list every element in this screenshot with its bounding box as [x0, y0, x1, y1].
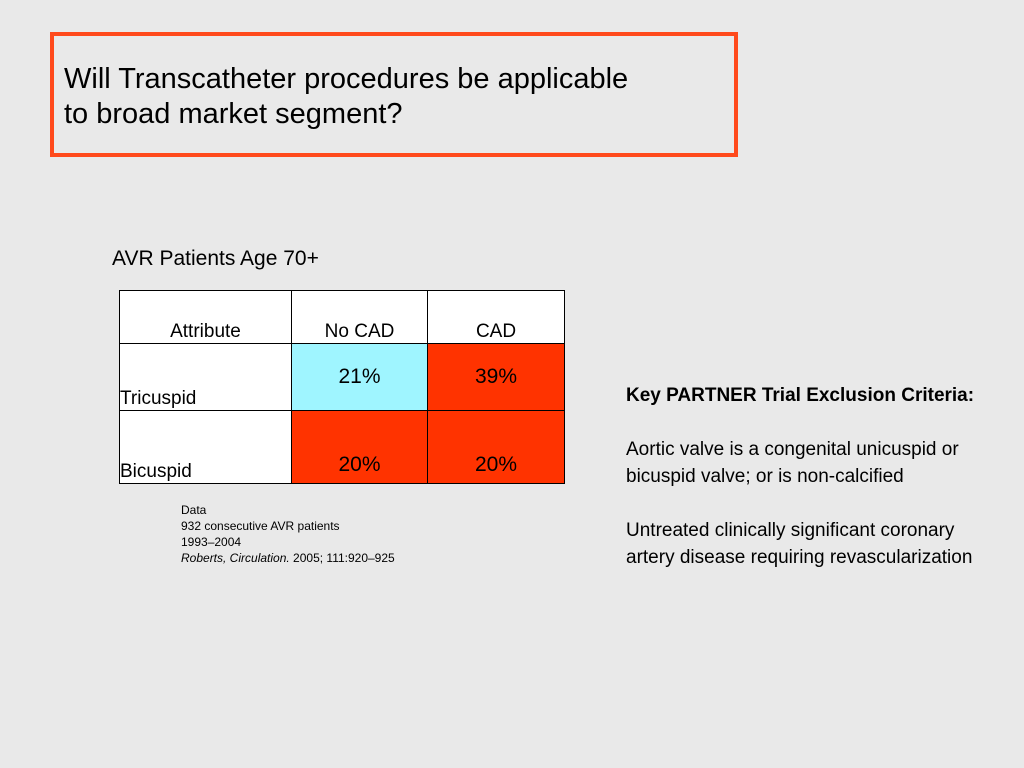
cell-tricuspid-cad: 39% [427, 343, 565, 411]
exclusion-criteria: Key PARTNER Trial Exclusion Criteria: Ao… [626, 382, 976, 598]
table-caption: AVR Patients Age 70+ [112, 247, 319, 270]
title-box: Will Transcatheter procedures be applica… [50, 32, 738, 157]
row-label-bicuspid: Bicuspid [119, 410, 292, 484]
table-row-bicuspid: Bicuspid 20% 20% [119, 410, 565, 484]
slide-title: Will Transcatheter procedures be applica… [64, 63, 629, 130]
criteria-item-valve: Aortic valve is a congenital unicuspid o… [626, 439, 959, 487]
avr-table: Attribute No CAD CAD Tricuspid 21% 39% B… [119, 290, 565, 484]
header-no-cad: No CAD [291, 290, 428, 344]
cell-bicuspid-cad: 20% [427, 410, 565, 484]
citation-details: 2005; 111:920–925 [289, 551, 395, 565]
notes-line-years: 1993–2004 [181, 535, 242, 549]
row-label-tricuspid: Tricuspid [119, 343, 292, 411]
citation-author-journal: Roberts, Circulation. [181, 551, 290, 565]
table-row-tricuspid: Tricuspid 21% 39% [119, 343, 565, 411]
data-source-notes: Data 932 consecutive AVR patients 1993–2… [181, 502, 395, 566]
criteria-item-cad: Untreated clinically significant coronar… [626, 520, 973, 568]
cell-bicuspid-no-cad: 20% [291, 410, 428, 484]
cell-tricuspid-no-cad: 21% [291, 343, 428, 411]
table-header-row: Attribute No CAD CAD [119, 290, 565, 344]
notes-line-data: Data [181, 503, 207, 517]
header-cad: CAD [427, 290, 565, 344]
notes-citation: Roberts, Circulation. 2005; 111:920–925 [181, 550, 395, 566]
header-attribute: Attribute [119, 290, 292, 344]
notes-line-patients: 932 consecutive AVR patients [181, 519, 340, 533]
criteria-heading: Key PARTNER Trial Exclusion Criteria: [626, 385, 975, 406]
